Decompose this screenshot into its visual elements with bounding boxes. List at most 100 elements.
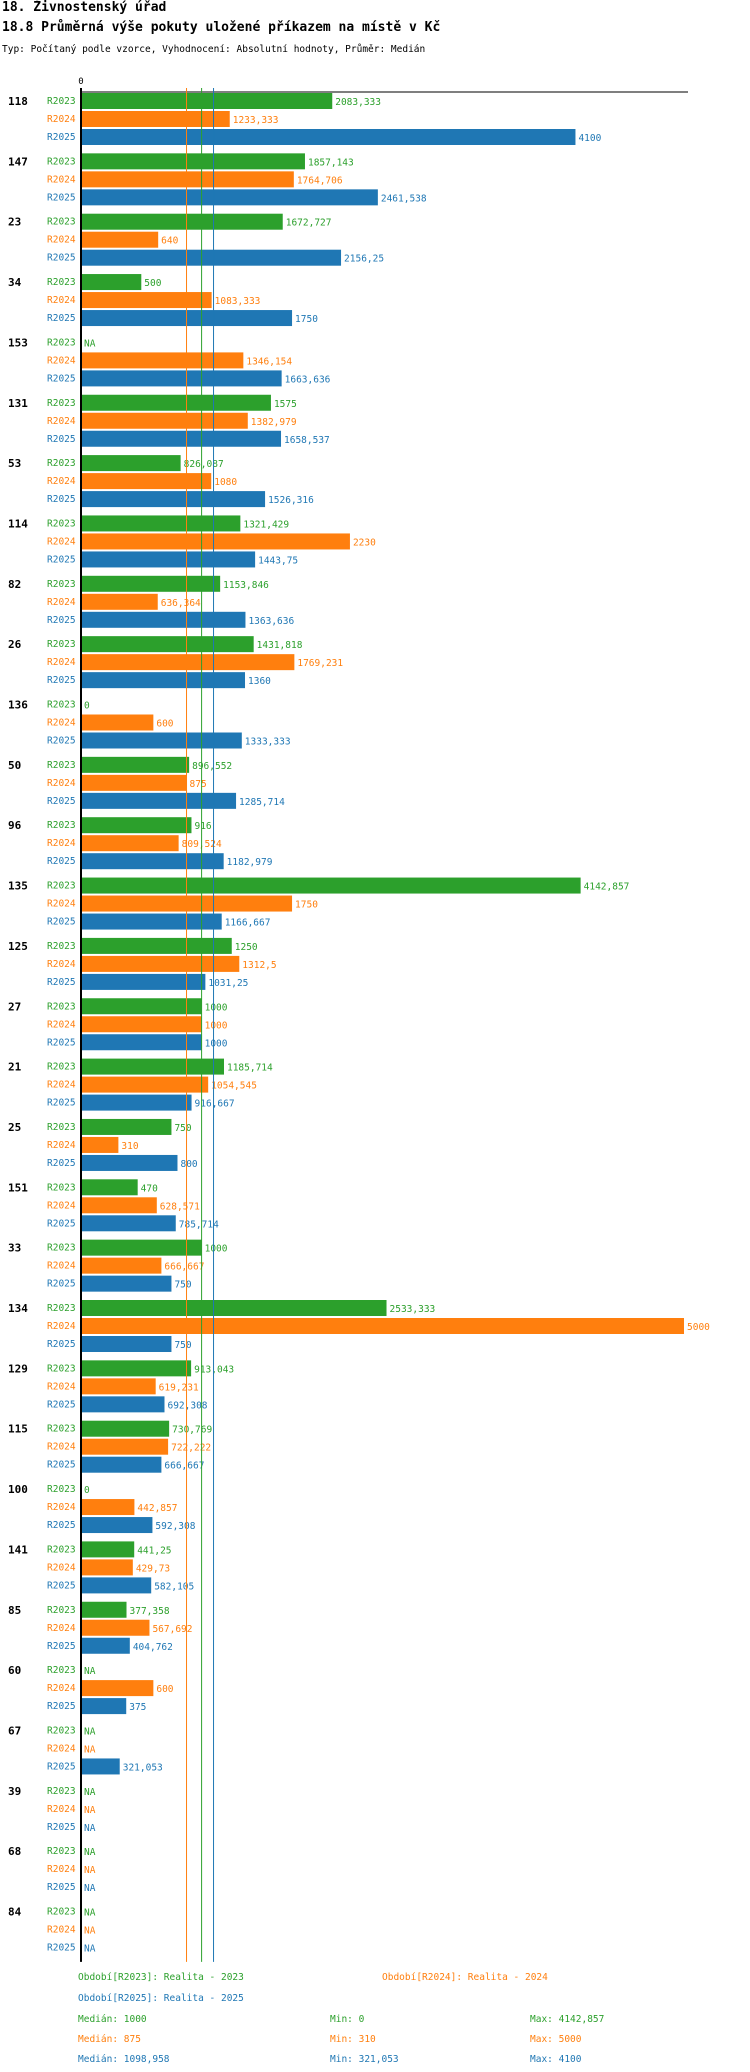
bar-r2025 (81, 913, 222, 930)
category-label: 68 (8, 1845, 21, 1858)
value-label: 600 (156, 719, 173, 730)
series-label: R2024 (47, 1080, 76, 1091)
category-label: 118 (8, 95, 28, 108)
value-label: NA (84, 1865, 96, 1876)
value-label: 2230 (353, 537, 376, 548)
series-label: R2023 (47, 881, 76, 892)
bar-r2024 (81, 1559, 133, 1576)
bar-r2024 (81, 473, 212, 490)
category-label: 134 (8, 1302, 28, 1315)
series-label: R2023 (47, 1605, 76, 1616)
bar-r2024 (81, 1136, 119, 1153)
bar-r2024 (81, 1257, 162, 1274)
series-label: R2025 (47, 977, 76, 988)
series-label: R2025 (47, 434, 76, 445)
bar-r2024 (81, 292, 212, 309)
value-label: NA (84, 1744, 96, 1755)
series-label: R2025 (47, 1580, 76, 1591)
series-label: R2024 (47, 959, 76, 970)
value-label: 5000 (687, 1322, 710, 1333)
value-label: 1000 (205, 1020, 228, 1031)
category-label: 125 (8, 940, 28, 953)
value-label: 785,714 (179, 1219, 219, 1230)
bar-r2024 (81, 1197, 157, 1214)
value-label: 730,769 (172, 1425, 212, 1436)
series-label: R2023 (47, 639, 76, 650)
section-title: 18. Živnostenský úřad (2, 0, 167, 15)
value-label: 1443,75 (258, 555, 298, 566)
value-label: 800 (180, 1159, 197, 1170)
series-label: R2025 (47, 1098, 76, 1109)
stat-max-r2024: Max: 5000 (530, 2034, 582, 2045)
value-label: 1080 (214, 477, 237, 488)
chart-subtitle: Typ: Počítaný podle vzorce, Vyhodnocení:… (2, 44, 426, 55)
value-label: 1750 (295, 900, 318, 911)
value-label: 722,222 (171, 1443, 211, 1454)
value-label: 875 (190, 779, 207, 790)
bar-r2023 (81, 1239, 202, 1256)
stat-median-r2025: Medián: 1098,958 (78, 2054, 170, 2065)
value-label: 1658,537 (284, 435, 330, 446)
series-label: R2025 (47, 1339, 76, 1350)
series-label: R2025 (47, 1037, 76, 1048)
bar-r2025 (81, 189, 378, 206)
bar-r2023 (81, 1118, 172, 1135)
value-label: 666,667 (164, 1262, 204, 1273)
bar-r2024 (81, 654, 295, 671)
bar-r2023 (81, 274, 142, 291)
series-label: R2023 (47, 820, 76, 831)
bar-r2025 (81, 853, 224, 870)
series-label: R2024 (47, 355, 76, 366)
value-label: NA (84, 1883, 96, 1894)
value-label: 1575 (274, 399, 297, 410)
series-label: R2024 (47, 536, 76, 547)
series-label: R2024 (47, 1743, 76, 1754)
value-label: 2461,538 (381, 193, 427, 204)
value-label: NA (84, 1666, 96, 1677)
value-label: 375 (129, 1702, 146, 1713)
category-label: 115 (8, 1423, 28, 1436)
series-label: R2024 (47, 718, 76, 729)
value-label: 310 (121, 1141, 138, 1152)
bar-r2024 (81, 1680, 154, 1697)
series-label: R2024 (47, 838, 76, 849)
series-label: R2025 (47, 373, 76, 384)
value-label: 582,105 (154, 1581, 194, 1592)
bar-r2025 (81, 732, 242, 749)
series-label: R2023 (47, 1846, 76, 1857)
value-label: NA (84, 1944, 96, 1955)
value-label: 1333,333 (245, 737, 291, 748)
stat-min-r2024: Min: 310 (330, 2034, 376, 2045)
series-label: R2025 (47, 917, 76, 928)
bar-r2023 (81, 1420, 170, 1437)
value-label: 1185,714 (227, 1063, 273, 1074)
series-label: R2025 (47, 615, 76, 626)
value-label: 636,364 (161, 598, 201, 609)
series-label: R2024 (47, 1261, 76, 1272)
bar-r2023 (81, 1360, 192, 1377)
series-label: R2024 (47, 416, 76, 427)
series-label: R2023 (47, 1907, 76, 1918)
series-label: R2023 (47, 1484, 76, 1495)
series-label: R2025 (47, 1460, 76, 1471)
series-label: R2024 (47, 1381, 76, 1392)
value-label: 592,308 (155, 1521, 195, 1532)
series-label: R2023 (47, 398, 76, 409)
value-label: 1031,25 (208, 978, 248, 989)
value-label: 4142,857 (584, 882, 630, 893)
series-label: R2025 (47, 796, 76, 807)
series-label: R2024 (47, 235, 76, 246)
series-label: R2024 (47, 174, 76, 185)
series-label: R2025 (47, 1520, 76, 1531)
bar-r2023 (81, 515, 241, 532)
value-label: 500 (144, 278, 161, 289)
bar-r2024 (81, 111, 230, 127)
value-label: 750 (174, 1280, 191, 1291)
bar-r2025 (81, 370, 282, 387)
stat-median-r2024: Medián: 875 (78, 2034, 141, 2045)
category-label: 85 (8, 1604, 21, 1617)
series-label: R2025 (47, 1701, 76, 1712)
series-label: R2025 (47, 1399, 76, 1410)
value-label: 1054,545 (211, 1081, 257, 1092)
value-label: 1321,429 (243, 519, 289, 530)
